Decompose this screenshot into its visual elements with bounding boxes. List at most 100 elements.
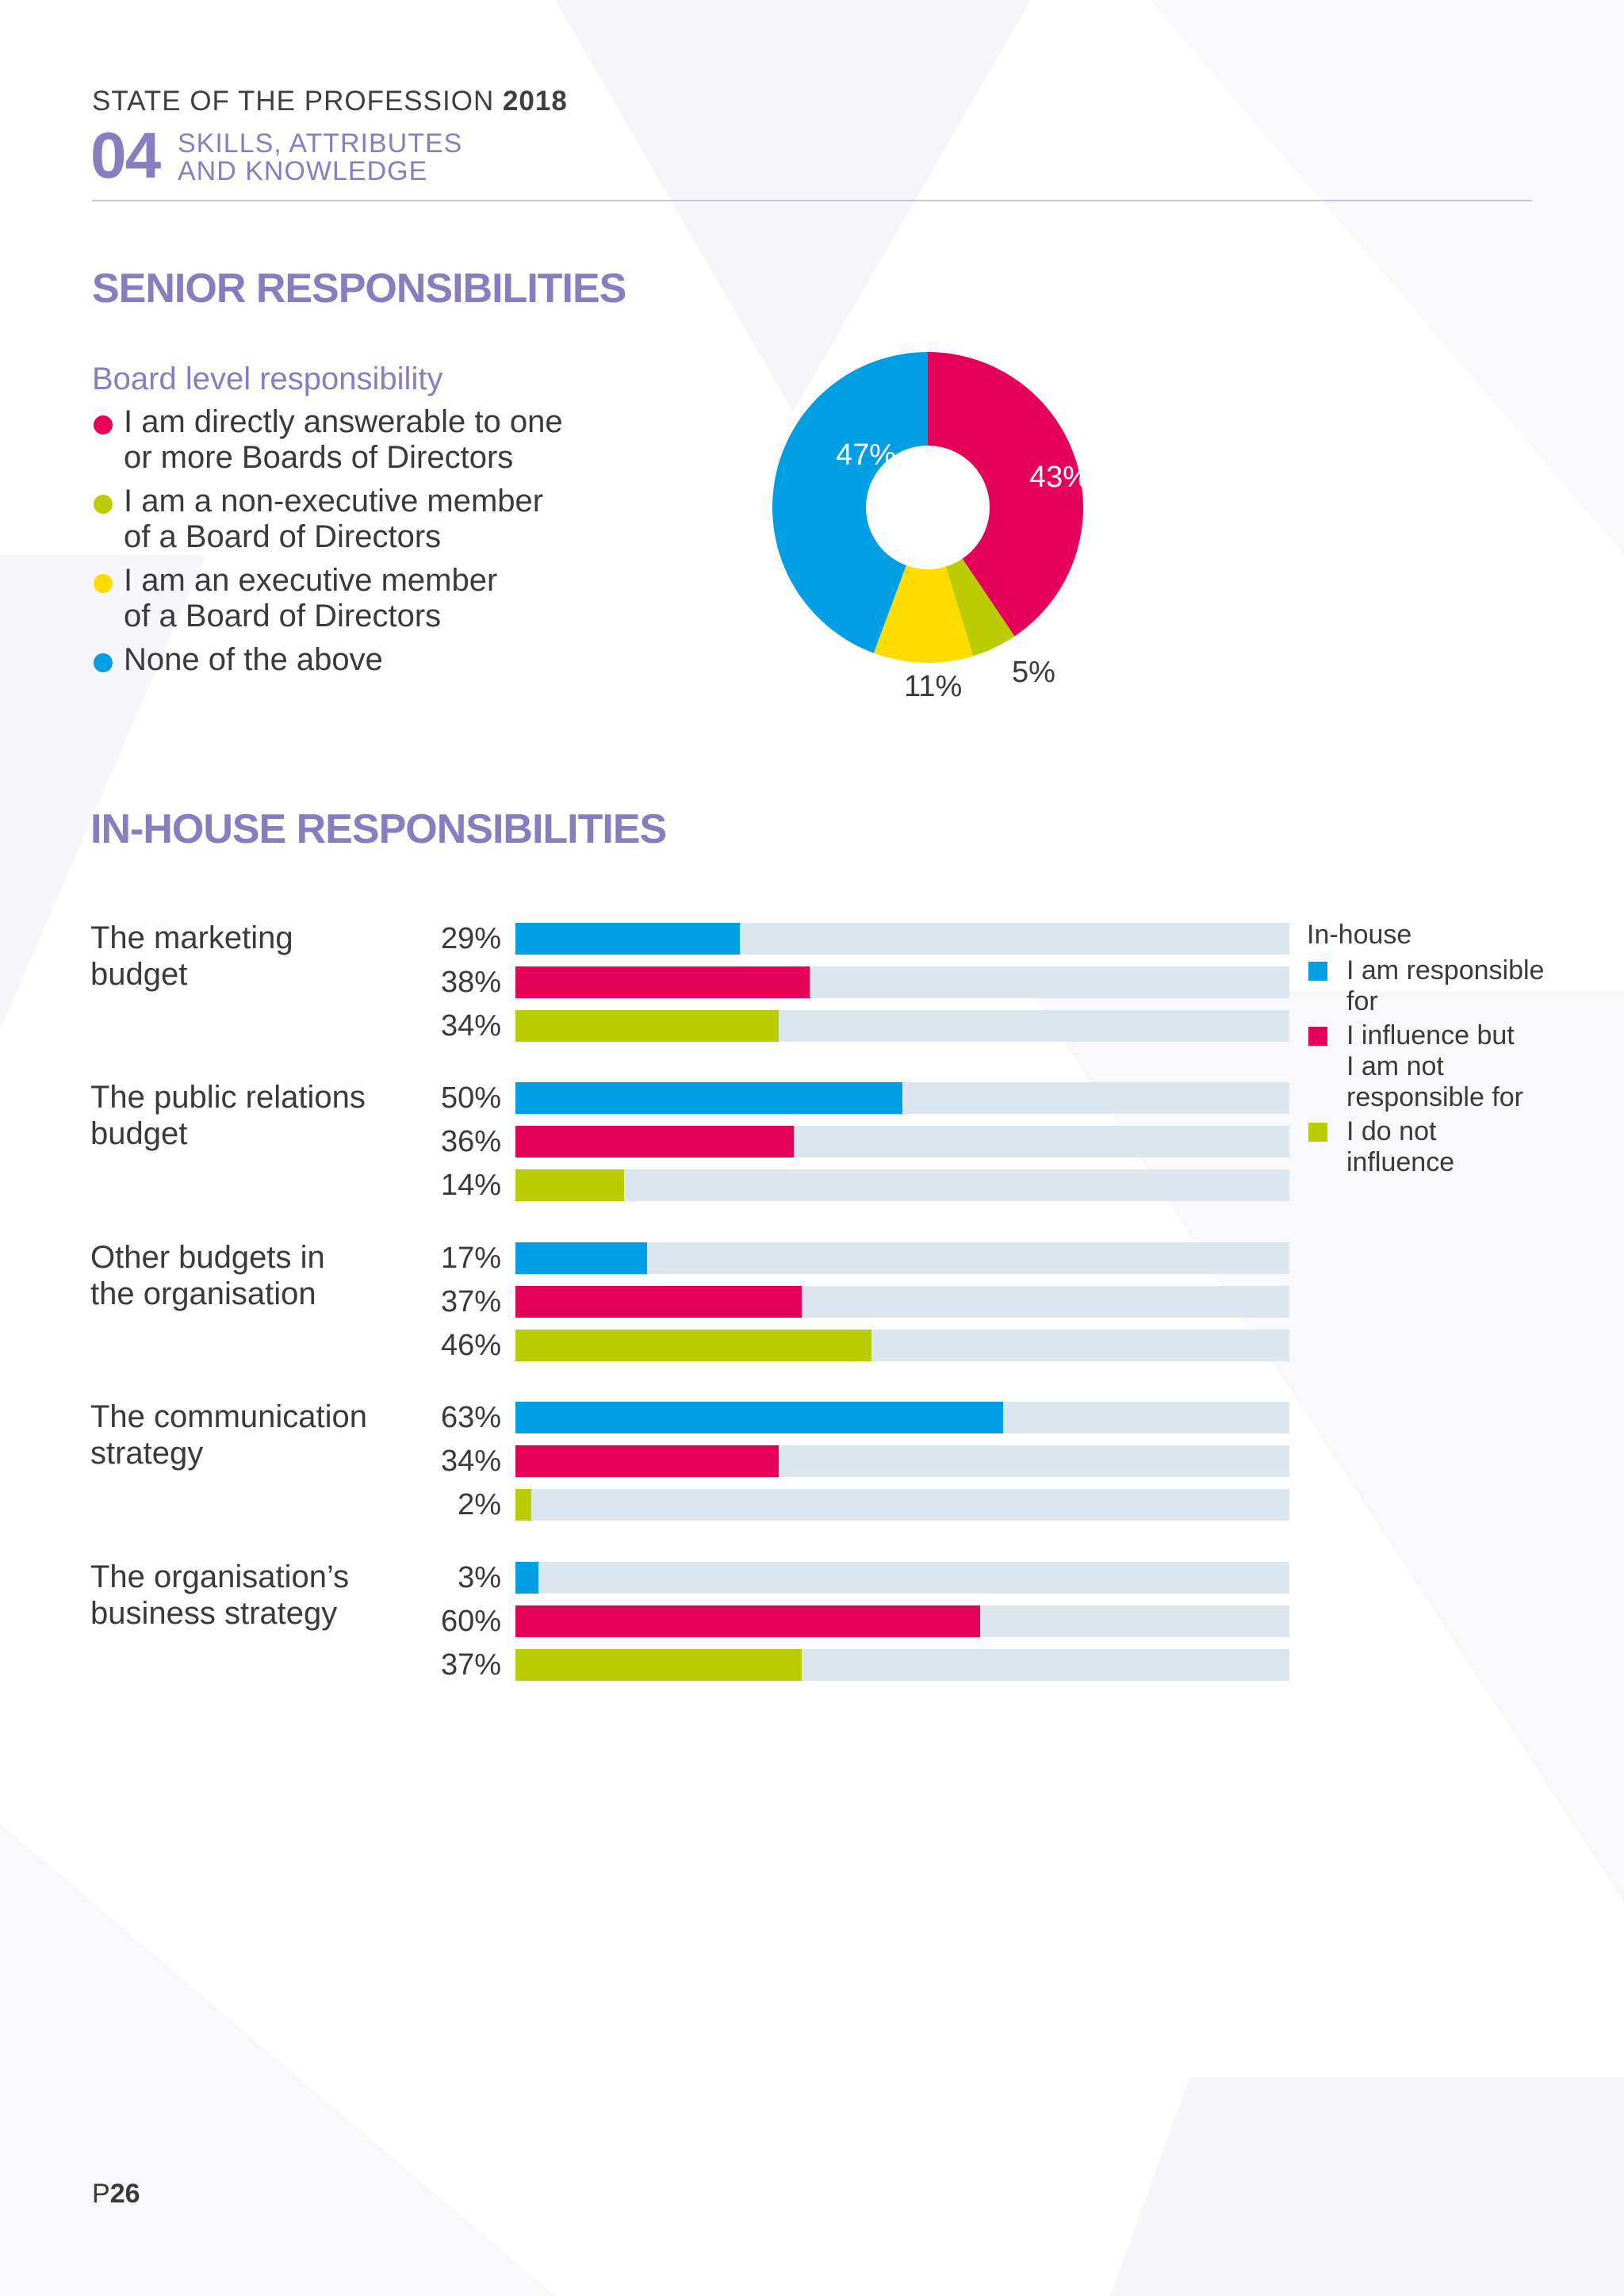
bar-value-label: 34% [440,1445,501,1478]
donut-slice [873,565,974,663]
bar-value-label: 3% [458,1561,501,1594]
section-number: 04 [90,120,161,192]
section-name-line1: SKILLS, ATTRIBUTES [178,128,463,159]
category-label: The communication strategy [90,1399,408,1471]
category-label: The marketing budget [90,920,408,993]
legend-square-icon [1308,962,1327,981]
page-prefix: P [92,2179,110,2209]
bar-value-label: 38% [440,966,501,999]
category-line: strategy [90,1436,204,1471]
section-name: SKILLS, ATTRIBUTES AND KNOWLEDGE [178,130,495,186]
category-label: The public relations budget [90,1079,408,1152]
legend-line: None of the above [124,642,383,677]
bar-value-label: 14% [440,1169,501,1202]
donut-slice [945,558,1015,656]
bar-value-label: 2% [458,1488,501,1521]
senior-heading: SENIOR RESPONSIBILITIES [92,266,626,312]
bar-no-influence [515,1649,802,1681]
bar-value-label: 37% [440,1648,501,1682]
donut-slice [772,352,928,653]
board-legend-item: I am a non-executive member of a Board o… [92,484,631,555]
board-legend: I am directly answerable to one or more … [92,404,631,686]
legend-dot-icon [94,574,113,593]
bar-track [515,966,1289,998]
bar-value-label: 46% [440,1329,501,1362]
donut-svg: 43% 5% 11% 47% [772,352,1090,703]
bar-value-label: 60% [440,1605,501,1638]
inhouse-legend-item: I am responsible for [1307,955,1576,1017]
donut-slice-label: 47% [836,438,896,472]
bar-track [515,1126,1289,1158]
bar-responsible [515,1402,1003,1433]
page-number: P26 [92,2179,140,2210]
legend-line: or more Boards of Directors [124,440,514,475]
category-line: budget [90,1116,188,1151]
legend-line: I do not [1346,1116,1437,1146]
bar-influence [515,1126,795,1158]
bar-value-label: 37% [440,1285,501,1318]
legend-line: influence [1346,1147,1455,1177]
bar-track [515,1489,1289,1521]
bar-value-label: 17% [440,1242,501,1275]
page-number-value: 26 [109,2179,140,2209]
legend-line: of a Board of Directors [124,599,442,633]
inhouse-legend-item: I do not influence [1307,1116,1576,1178]
bar-track [515,1242,1289,1274]
bar-value-label: 36% [440,1125,501,1158]
legend-title: In-house [1307,920,1412,950]
bar-track [515,1169,1289,1201]
bar-track [515,1010,1289,1042]
category-line: budget [90,957,188,992]
report-year: 2018 [502,86,568,117]
legend-line: responsible for [1346,1082,1524,1112]
bar-track [515,1649,1289,1681]
category-line: the organisation [90,1276,316,1311]
legend-line: I am a non-executive member [124,484,544,519]
bar-value-label: 29% [440,922,501,955]
category-line: The organisation’s [90,1559,350,1594]
bar-influence [515,966,810,998]
legend-dot-icon [94,653,113,672]
bar-track [515,1445,1289,1477]
bar-track [515,923,1289,955]
category-line: The marketing [90,920,293,955]
bar-responsible [515,1562,539,1594]
bar-no-influence [515,1330,871,1361]
legend-line: I am not [1346,1051,1444,1081]
legend-line: I influence but [1346,1020,1515,1050]
donut-slice-label: 43% [1029,461,1090,494]
bar-track [515,1082,1289,1114]
donut-slice-label: 11% [904,670,962,703]
bar-value-label: 63% [440,1401,501,1434]
donut-slice [928,352,1083,637]
category-line: business strategy [90,1596,338,1631]
bar-responsible [515,1082,902,1114]
category-line: The public relations [90,1080,366,1115]
legend-line: I am directly answerable to one [124,404,563,439]
board-legend-item: None of the above [92,642,631,678]
bar-track [515,1330,1289,1361]
report-title-text: STATE OF THE PROFESSION [92,86,495,117]
category-line: Other budgets in [90,1240,325,1275]
legend-square-icon [1308,1027,1327,1046]
bar-no-influence [515,1010,779,1042]
legend-dot-icon [94,415,113,434]
legend-line: I am an executive member [124,563,498,598]
category-label: The organisation’s business strategy [90,1559,408,1632]
bar-track [515,1605,1289,1637]
legend-line: for [1346,986,1378,1016]
board-legend-item: I am an executive member of a Board of D… [92,563,631,634]
bar-responsible [515,923,741,955]
bar-influence [515,1445,779,1477]
bar-value-label: 50% [440,1081,501,1115]
category-label: Other budgets in the organisation [90,1239,408,1312]
bar-responsible [515,1242,647,1274]
legend-square-icon [1308,1123,1327,1142]
report-title: STATE OF THE PROFESSION 2018 [92,86,568,117]
board-legend-item: I am directly answerable to one or more … [92,404,631,476]
legend-line: of a Board of Directors [124,519,442,554]
bar-no-influence [515,1169,624,1201]
legend-line: I am responsible [1346,955,1545,985]
